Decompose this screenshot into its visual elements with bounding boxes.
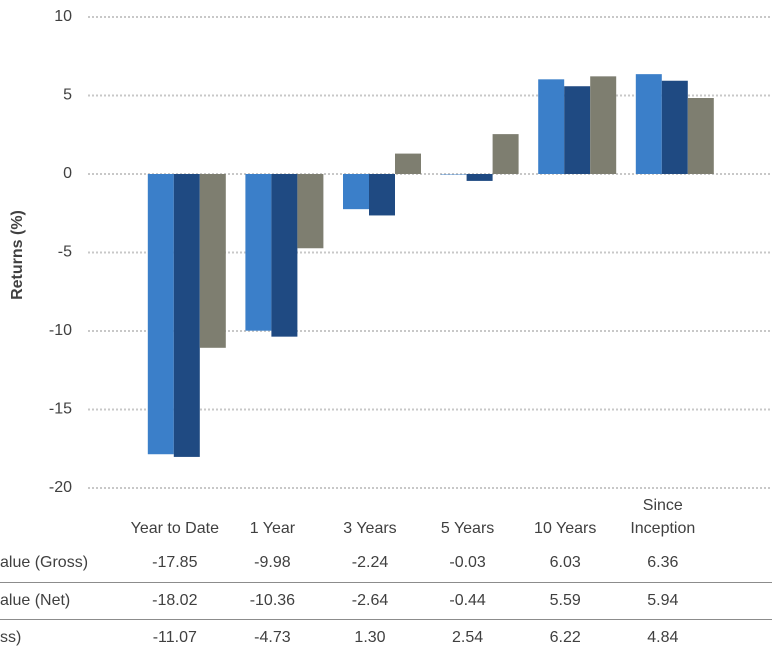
y-axis-label: Returns (%) (9, 210, 26, 300)
table-cell: -18.02 (152, 592, 197, 610)
bar (662, 81, 688, 174)
legend-entry: ss) (0, 629, 21, 647)
legend-entry: alue (Gross) (0, 554, 88, 572)
table-cell: -10.36 (250, 592, 295, 610)
x-tick-label: 10 Years (520, 494, 610, 540)
bar (343, 174, 369, 209)
table-cell: -2.24 (352, 554, 388, 572)
bar (636, 74, 662, 174)
bar (369, 174, 395, 215)
table-cell: 5.59 (550, 592, 581, 610)
y-tick-label: -5 (58, 244, 72, 261)
bar (148, 174, 174, 454)
table-cell: -4.73 (254, 629, 290, 647)
bar (245, 174, 271, 331)
row-divider (0, 582, 772, 583)
y-tick-label: -20 (49, 479, 72, 496)
table-cell: -9.98 (254, 554, 290, 572)
bar (590, 76, 616, 174)
x-tick-label: 5 Years (423, 494, 513, 540)
x-tick-label: 1 Year (227, 494, 317, 540)
bar (200, 174, 226, 348)
y-tick-label: 5 (63, 87, 72, 104)
y-tick-label: 0 (63, 165, 72, 182)
bar (688, 98, 714, 174)
bar (538, 79, 564, 174)
table-cell: -11.07 (153, 629, 197, 647)
y-tick-label: -15 (49, 401, 72, 418)
table-cell: -0.03 (449, 554, 485, 572)
bar (395, 154, 421, 174)
row-divider (0, 619, 772, 620)
table-cell: 6.22 (550, 629, 581, 647)
table-cell: 2.54 (452, 629, 483, 647)
x-tick-label: 3 Years (325, 494, 415, 540)
table-cell: -0.44 (449, 592, 485, 610)
table-cell: 5.94 (647, 592, 678, 610)
bar (493, 134, 519, 174)
x-tick-label: Since Inception (618, 494, 708, 540)
table-cell: -2.64 (352, 592, 388, 610)
table-cell: 6.03 (550, 554, 581, 572)
table-cell: -17.85 (152, 554, 197, 572)
bar (271, 174, 297, 337)
bar (467, 174, 493, 181)
table-cell: 1.30 (354, 629, 385, 647)
bar (297, 174, 323, 248)
table-cell: 4.84 (647, 629, 678, 647)
y-tick-label: 10 (54, 8, 72, 25)
legend-entry: alue (Net) (0, 592, 70, 610)
bar (564, 86, 590, 174)
bar (174, 174, 200, 457)
table-cell: 6.36 (647, 554, 678, 572)
y-tick-label: -10 (49, 322, 72, 339)
x-tick-label: Year to Date (130, 494, 220, 540)
